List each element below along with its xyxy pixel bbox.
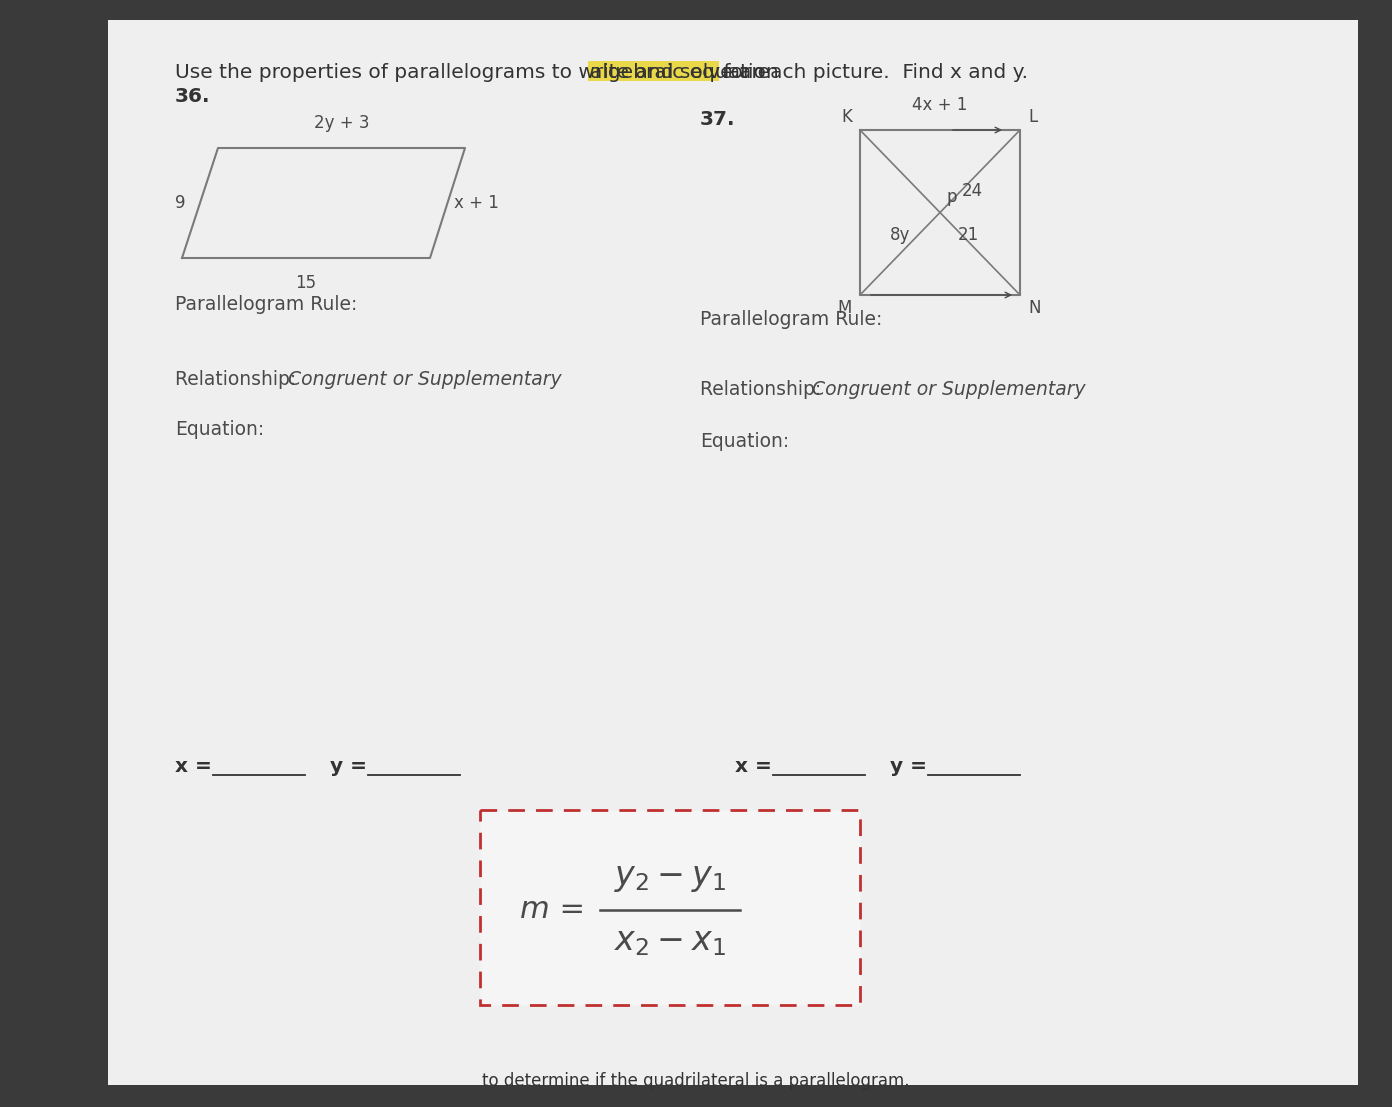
Text: algebraic equation: algebraic equation xyxy=(590,63,780,82)
Text: Equation:: Equation: xyxy=(175,420,264,439)
Text: Use the properties of parallelograms to write and solve an: Use the properties of parallelograms to … xyxy=(175,63,771,82)
Text: 21: 21 xyxy=(958,226,979,244)
Text: M: M xyxy=(838,299,852,317)
Text: y =: y = xyxy=(330,757,367,776)
Text: N: N xyxy=(1029,299,1040,317)
Text: x =: x = xyxy=(735,757,773,776)
Text: 15: 15 xyxy=(295,275,316,292)
Text: for each picture.  Find x and y.: for each picture. Find x and y. xyxy=(717,63,1029,82)
Text: Parallelogram Rule:: Parallelogram Rule: xyxy=(700,310,883,329)
Text: Congruent or Supplementary: Congruent or Supplementary xyxy=(813,380,1086,399)
Text: x + 1: x + 1 xyxy=(454,194,498,213)
Text: 9: 9 xyxy=(175,194,187,213)
Text: K: K xyxy=(841,108,852,126)
Text: Relationship:: Relationship: xyxy=(700,380,834,399)
Text: L: L xyxy=(1029,108,1037,126)
FancyBboxPatch shape xyxy=(109,20,1359,1085)
Text: Equation:: Equation: xyxy=(700,432,789,451)
Text: p: p xyxy=(947,188,956,207)
Text: $x_2 - x_1$: $x_2 - x_1$ xyxy=(614,925,727,959)
Text: 4x + 1: 4x + 1 xyxy=(912,96,967,114)
Text: $y_2 - y_1$: $y_2 - y_1$ xyxy=(614,861,727,894)
Text: 2y + 3: 2y + 3 xyxy=(313,114,369,132)
Text: 37.: 37. xyxy=(700,110,735,130)
FancyBboxPatch shape xyxy=(589,61,720,81)
Text: m =: m = xyxy=(521,896,585,924)
Text: to determine if the quadrilateral is a parallelogram.: to determine if the quadrilateral is a p… xyxy=(482,1072,910,1090)
Text: Congruent or Supplementary: Congruent or Supplementary xyxy=(288,370,561,389)
Text: 36.: 36. xyxy=(175,87,210,106)
Text: Relationship:: Relationship: xyxy=(175,370,308,389)
Text: 8y: 8y xyxy=(889,226,910,244)
Text: 24: 24 xyxy=(962,182,983,199)
Text: Parallelogram Rule:: Parallelogram Rule: xyxy=(175,294,358,314)
Text: x =: x = xyxy=(175,757,212,776)
Text: y =: y = xyxy=(889,757,927,776)
FancyBboxPatch shape xyxy=(480,810,860,1005)
